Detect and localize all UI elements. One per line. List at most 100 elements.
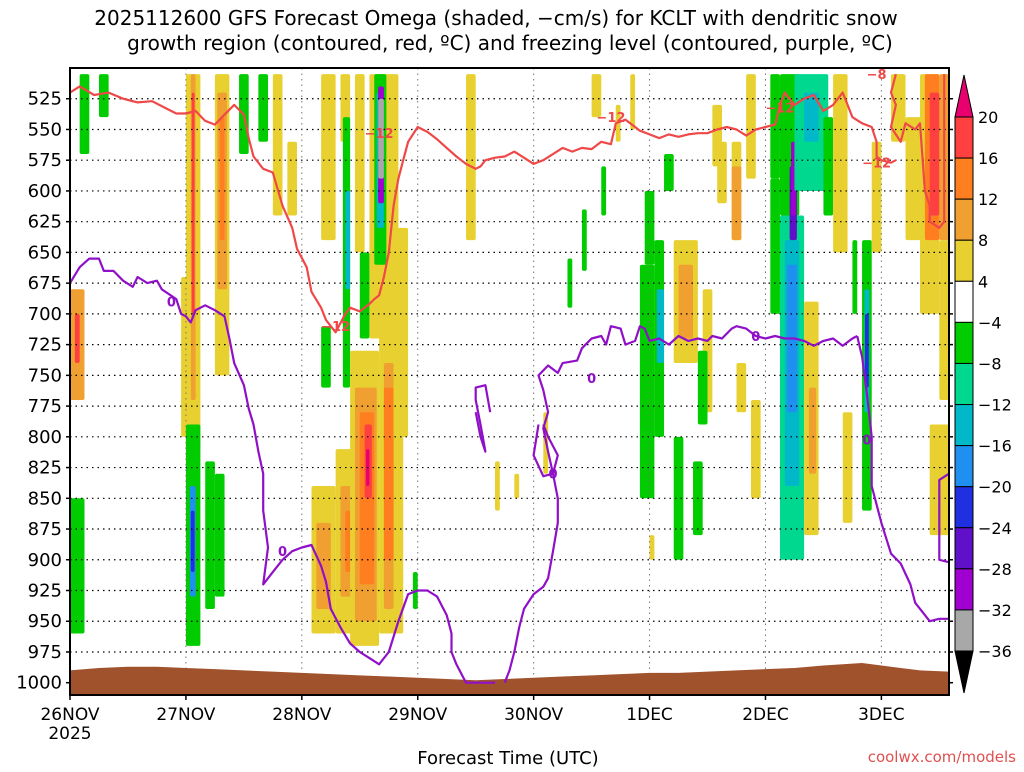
freezing-contour-label-5: 0	[862, 433, 871, 448]
y-tick-label-725: 725	[28, 335, 62, 356]
x-tick-label-3: 29NOV	[388, 705, 447, 725]
omega-cell-57	[630, 74, 636, 130]
omega-cell-86	[808, 387, 817, 474]
dgz-line-mid	[846, 104, 897, 164]
omega-cell-101	[929, 92, 940, 216]
omega-cell-20	[287, 141, 297, 216]
omega-cell-7	[191, 92, 195, 314]
colorbar-label-6: −8	[978, 354, 1002, 373]
omega-cell-11	[190, 510, 195, 573]
colorbar-bin-1	[954, 116, 974, 159]
omega-cell-52	[567, 258, 573, 308]
dgz-contour-label-2: −12	[596, 111, 625, 126]
omega-cell-4	[98, 74, 109, 118]
omega-cell-75	[746, 74, 756, 179]
omega-cell-19	[272, 74, 283, 216]
credit-text: coolwx.com/models	[868, 748, 1016, 766]
omega-cell-71	[717, 141, 727, 204]
y-tick-label-825: 825	[28, 458, 62, 479]
colorbar-bin-6	[954, 321, 974, 364]
colorbar-label-9: −20	[978, 478, 1012, 497]
colorbar-bin-7	[954, 362, 974, 406]
y-tick-label-675: 675	[28, 273, 62, 294]
omega-cell-15	[205, 461, 215, 609]
y-tick-label-550: 550	[28, 119, 62, 140]
dgz-contour-label-4: −12	[862, 157, 891, 172]
chart-title-line2: growth region (contoured, red, ºC) and f…	[127, 31, 893, 55]
omega-cell-1	[74, 313, 80, 364]
colorbar-bin-3	[954, 198, 974, 241]
terrain-layer	[70, 663, 949, 695]
omega-cell-89	[823, 117, 834, 216]
omega-cell-76	[750, 399, 761, 499]
x-tick-label-6: 2DEC	[742, 705, 789, 725]
freezing-contour-label-3: 0	[587, 372, 596, 387]
freezing-contour-label-1: 0	[278, 545, 287, 560]
omega-cell-29	[345, 190, 351, 290]
omega-cell-69	[697, 350, 708, 425]
colorbar-bin-2	[954, 157, 974, 200]
omega-cell-18	[258, 74, 269, 142]
dgz-contour-label-1: −12	[321, 320, 350, 335]
plot-frame	[69, 67, 950, 696]
omega-cell-77	[770, 74, 780, 179]
colorbar-label-7: −12	[978, 396, 1012, 415]
omega-cell-16	[214, 473, 225, 597]
colorbar-label-10: −24	[978, 519, 1012, 538]
omega-cell-59	[639, 264, 655, 499]
omega-cell-8	[181, 277, 191, 437]
omega-cell-32	[354, 74, 365, 253]
colorbar-label-1: 16	[978, 149, 998, 168]
freezing-contour-label-2: 0	[548, 468, 557, 483]
dgz-line-west	[70, 85, 849, 334]
x-axis-label: Forecast Time (UTC)	[417, 748, 598, 768]
dgz-contour-label-5: −8	[867, 68, 887, 83]
colorbar-arrow-top	[954, 74, 974, 118]
y-tick-label-975: 975	[28, 642, 62, 663]
omega-cell-46	[393, 227, 409, 437]
freezing-level-contours	[70, 257, 949, 684]
y-tick-label-925: 925	[28, 581, 62, 602]
omega-cell-97	[891, 74, 906, 142]
dgz-contour-label-3: −12	[765, 101, 794, 116]
colorbar-label-3: 8	[978, 231, 988, 250]
omega-cell-53	[581, 209, 587, 271]
omega-cell-42	[378, 98, 384, 179]
omega-cell-3	[79, 74, 90, 155]
y-tick-label-875: 875	[28, 519, 62, 540]
x-tick-label-2: 28NOV	[272, 705, 331, 725]
omega-cell-78	[770, 178, 780, 314]
freezing-line-east-edge	[938, 472, 949, 564]
freezing-contour-label-4: 0	[751, 330, 760, 345]
omega-cell-63	[664, 154, 674, 191]
x-tick-label-7: 3DEC	[858, 705, 905, 725]
y-axis: 525 550 575 600 625 650 675 700 725 750 775 800 825 8…	[16, 89, 953, 694]
colorbar-label-13: −36	[978, 642, 1012, 661]
freezing-line-loop-a	[474, 384, 492, 453]
freezing-line-main	[70, 257, 495, 684]
freezing-line-loop-b	[532, 424, 559, 478]
omega-cell-73	[731, 166, 742, 241]
x-tick-label-1: 27NOV	[156, 705, 215, 725]
y-tick-label-800: 800	[28, 427, 62, 448]
y-tick-label-950: 950	[28, 611, 62, 632]
colorbar-bin-5	[954, 280, 974, 323]
colorbar-bin-9	[954, 445, 974, 488]
colorbar-bin-8	[954, 404, 974, 447]
omega-cell-54	[591, 74, 602, 118]
omega-cell-74	[736, 363, 747, 413]
omega-cell-96	[871, 141, 882, 253]
omega-cell-49	[495, 461, 500, 511]
colorbar-arrow-bottom	[954, 650, 974, 694]
freezing-line-east	[856, 335, 949, 623]
x-tick-label-0: 26NOV	[40, 705, 99, 725]
colorbar: 20 16 12 8 4 −4 −8 −12 −16 −20 −24 −28 −32 −36	[954, 74, 1012, 694]
colorbar-bin-13	[954, 609, 974, 652]
contour-labels: −12 −12 −12 −12 −12 −8 0 0 0 0 0 0	[167, 68, 891, 560]
y-tick-label-900: 900	[28, 550, 62, 571]
y-tick-label-625: 625	[28, 212, 62, 233]
freezing-line-bump	[503, 325, 858, 684]
dgz-line-east	[889, 73, 946, 229]
